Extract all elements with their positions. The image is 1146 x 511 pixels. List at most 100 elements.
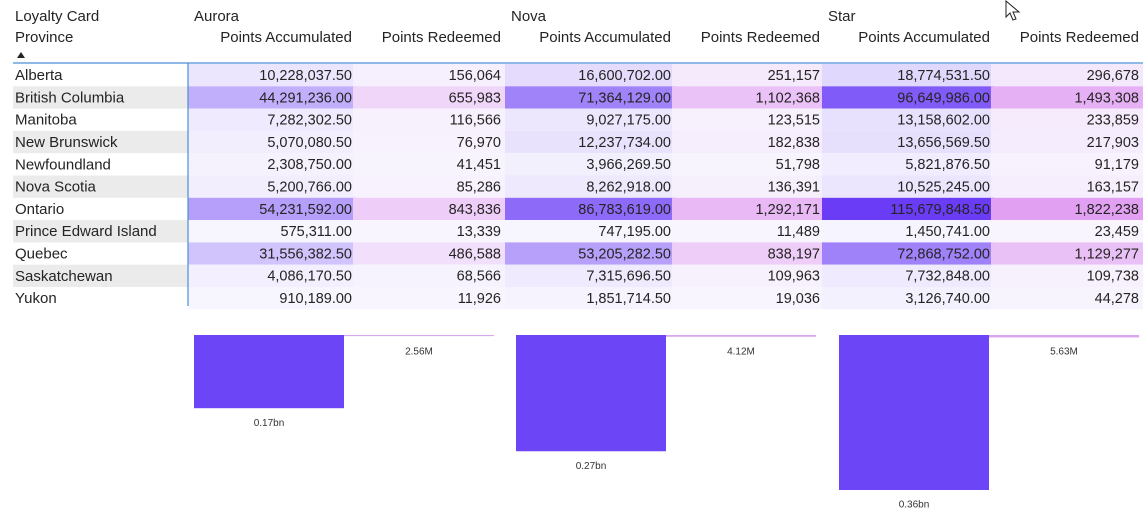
- column-header[interactable]: Points Redeemed: [382, 29, 501, 46]
- group-header: Nova: [511, 8, 547, 25]
- row-header: Alberta: [15, 67, 63, 84]
- bar: [839, 335, 989, 490]
- heat-cell: [822, 64, 994, 87]
- heat-cell: [991, 220, 1143, 243]
- heat-cell: [505, 64, 675, 87]
- heat-cell: [353, 130, 505, 154]
- row-header: Newfoundland: [15, 156, 111, 173]
- heat-cell: [672, 153, 824, 176]
- cell-value: 11,926: [458, 291, 501, 307]
- cell-value: 16,600,702.00: [578, 68, 671, 84]
- heat-cell: [991, 175, 1143, 198]
- cell-value: 31,556,382.50: [259, 246, 352, 262]
- heat-cell: [672, 242, 824, 265]
- column-header[interactable]: Points Accumulated: [539, 29, 671, 46]
- column-header[interactable]: Points Redeemed: [1020, 29, 1139, 46]
- heat-cell: [822, 220, 994, 243]
- heat-cell: [505, 86, 675, 109]
- cell-value: 1,493,308: [1074, 90, 1139, 106]
- cell-value: 575,311.00: [281, 224, 353, 240]
- heat-cell: [505, 242, 675, 265]
- cell-value: 233,859: [1087, 113, 1139, 129]
- heat-cell: [188, 153, 356, 176]
- row-header: Nova Scotia: [15, 179, 97, 196]
- cell-value: 747,195.00: [598, 224, 671, 240]
- cell-value: 7,282,302.50: [267, 113, 352, 129]
- heat-cell: [672, 86, 824, 109]
- cell-value: 85,286: [457, 179, 501, 195]
- heat-cell: [353, 197, 505, 221]
- cell-value: 13,158,602.00: [897, 113, 990, 129]
- heat-cell: [353, 287, 505, 310]
- cell-value: 136,391: [768, 179, 820, 195]
- corner-header: Loyalty Card: [15, 8, 99, 25]
- data-label: 0.36bn: [899, 500, 930, 511]
- cell-value: 68,566: [457, 269, 501, 285]
- cell-value: 86,783,619.00: [578, 202, 671, 218]
- heat-cell: [505, 197, 675, 221]
- heat-cell: [188, 242, 356, 265]
- column-header[interactable]: Points Accumulated: [858, 29, 990, 46]
- cell-value: 44,278: [1095, 291, 1139, 307]
- heat-cell: [353, 242, 505, 265]
- heat-cell: [822, 197, 994, 221]
- heat-cell: [822, 175, 994, 198]
- heat-cell: [991, 197, 1143, 221]
- cell-value: 5,200,766.00: [267, 179, 352, 195]
- cell-value: 910,189.00: [279, 291, 352, 307]
- cell-value: 13,656,569.50: [897, 135, 990, 151]
- heat-layer: [13, 64, 1143, 310]
- cell-value: 5,070,080.50: [267, 135, 352, 151]
- row-stripe: [13, 86, 188, 109]
- heat-cell: [505, 153, 675, 176]
- row-header: Yukon: [15, 290, 57, 307]
- cell-value: 19,036: [776, 291, 820, 307]
- cell-value: 7,315,696.50: [586, 269, 671, 285]
- cell-value: 41,451: [457, 157, 501, 173]
- heat-cell: [188, 220, 356, 243]
- cell-value: 1,102,368: [755, 90, 820, 106]
- heat-cell: [672, 197, 824, 221]
- row-header: Prince Edward Island: [15, 223, 157, 240]
- heat-cell: [353, 153, 505, 176]
- heat-cell: [672, 175, 824, 198]
- cell-value: 296,678: [1087, 68, 1139, 84]
- bar: [516, 335, 666, 452]
- column-header[interactable]: Points Redeemed: [701, 29, 820, 46]
- heat-cell: [672, 108, 824, 131]
- data-label: 0.17bn: [254, 418, 285, 429]
- heat-cell: [991, 242, 1143, 265]
- data-label: 5.63M: [1050, 347, 1078, 358]
- heat-cell: [822, 108, 994, 131]
- sort-arrow[interactable]: [17, 52, 25, 58]
- cell-value: 1,129,277: [1074, 246, 1139, 262]
- heat-cell: [822, 264, 994, 287]
- cell-value: 182,838: [768, 135, 820, 151]
- data-label: 0.27bn: [576, 461, 607, 472]
- column-header[interactable]: Points Accumulated: [220, 29, 352, 46]
- data-label: 2.56M: [405, 347, 433, 358]
- row-header: Manitoba: [15, 112, 77, 129]
- heat-cell: [188, 264, 356, 287]
- cell-value: 3,126,740.00: [905, 291, 990, 307]
- cell-value: 1,292,171: [755, 202, 820, 218]
- corner-header[interactable]: Province: [15, 29, 73, 46]
- cell-value: 7,732,848.00: [905, 269, 990, 285]
- heat-cell: [991, 287, 1143, 310]
- heat-cell: [188, 130, 356, 154]
- cell-value: 838,197: [768, 246, 820, 262]
- heat-cell: [822, 242, 994, 265]
- cell-value: 76,970: [457, 135, 501, 151]
- heat-cell: [822, 287, 994, 310]
- heat-cell: [188, 86, 356, 109]
- row-header: Ontario: [15, 201, 64, 218]
- heat-cell: [188, 108, 356, 131]
- cell-value: 96,649,986.00: [897, 90, 990, 106]
- cell-value: 44,291,236.00: [259, 90, 352, 106]
- cell-value: 9,027,175.00: [586, 113, 671, 129]
- heat-cell: [822, 153, 994, 176]
- cell-value: 156,064: [449, 68, 501, 84]
- heat-cell: [188, 175, 356, 198]
- group-header: Star: [828, 8, 856, 25]
- heat-cell: [672, 287, 824, 310]
